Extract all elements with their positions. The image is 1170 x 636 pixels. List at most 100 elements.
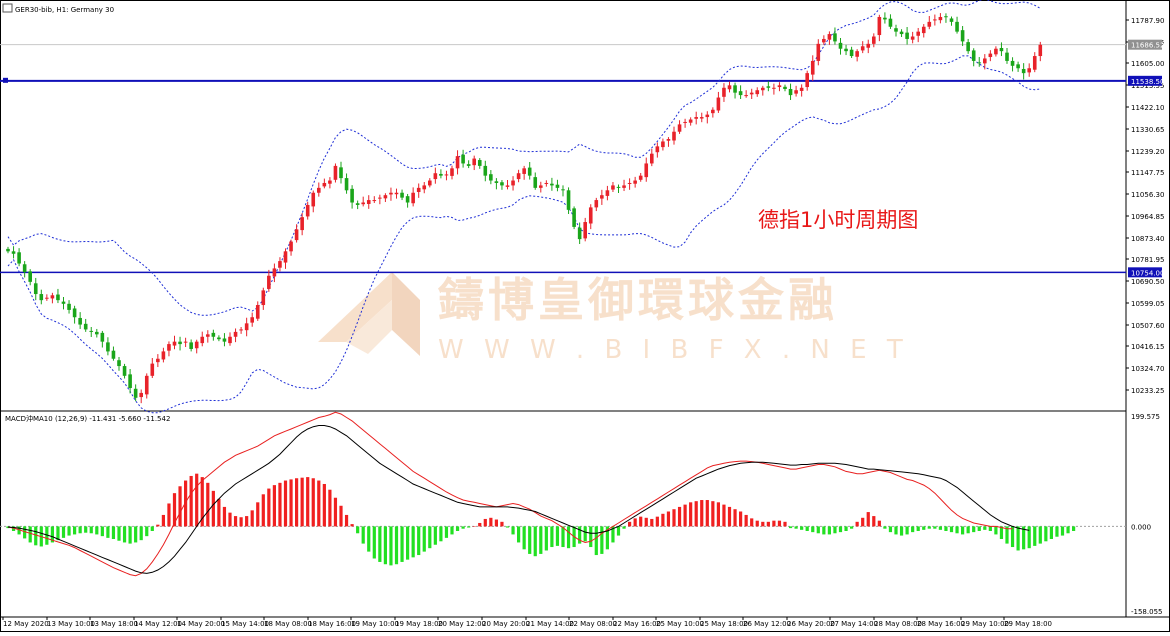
candle-body <box>605 190 610 196</box>
candle-body <box>727 85 732 90</box>
candle-body <box>1038 44 1043 57</box>
candle-body <box>89 330 94 332</box>
candle-body <box>577 227 582 240</box>
macd-bar <box>811 526 815 533</box>
macd-bar <box>478 522 482 527</box>
candle-body <box>672 131 676 141</box>
candle-body <box>278 261 282 268</box>
candle-body <box>650 153 654 164</box>
macd-bar <box>1038 526 1042 544</box>
macd-bar <box>306 477 310 527</box>
macd-bar <box>95 526 99 535</box>
macd-bar <box>289 479 293 527</box>
macd-bar <box>905 526 909 535</box>
candle-body <box>178 341 182 345</box>
macd-bar <box>616 526 621 536</box>
macd-bar <box>855 521 859 527</box>
macd-bar <box>927 526 931 529</box>
macd-bar <box>711 501 715 527</box>
candle-body <box>45 297 49 299</box>
candle-body <box>522 168 526 174</box>
candle-body <box>983 58 987 64</box>
macd-bar <box>233 516 238 527</box>
macd-bar <box>150 526 154 531</box>
candle-body <box>489 174 493 181</box>
hline-upper-handle[interactable] <box>3 77 8 83</box>
macd-bar <box>1027 526 1031 549</box>
macd-bar <box>1022 526 1026 550</box>
candle-body <box>561 189 565 191</box>
macd-bar <box>78 526 82 534</box>
candle-body <box>921 26 926 34</box>
candle-body <box>1032 56 1037 70</box>
macd-bar <box>705 500 709 527</box>
price-tick-label: 10781.95 <box>1131 256 1164 264</box>
macd-bar <box>117 526 121 541</box>
candle-body <box>766 86 771 88</box>
time-tick-label: 12 May 2020 <box>3 620 49 628</box>
price-tick-label: 11787.90 <box>1131 17 1164 25</box>
macd-bar <box>73 526 77 535</box>
candle-body <box>1005 52 1009 61</box>
candle-body <box>583 222 587 239</box>
time-tick-label: 14 May 12:00 <box>134 620 182 628</box>
candle-body <box>666 139 671 141</box>
time-tick-label: 29 May 18:00 <box>1004 620 1052 628</box>
macd-bar <box>611 526 615 543</box>
candle-body <box>883 17 887 20</box>
macd-bar <box>23 526 27 539</box>
hline-lower-price-box <box>1128 267 1162 278</box>
macd-bar <box>600 526 604 554</box>
macd-bar <box>911 526 915 533</box>
macd-bar <box>1072 526 1076 531</box>
candle-body <box>156 358 160 363</box>
macd-bar <box>128 526 132 544</box>
candle-body <box>450 168 454 176</box>
macd-bar <box>267 488 271 527</box>
macd-bar <box>84 526 88 533</box>
macd-bar <box>511 526 515 535</box>
candle-body <box>466 164 471 166</box>
candle-body <box>100 332 105 342</box>
macd-bar <box>11 526 16 531</box>
candle-body <box>366 200 371 204</box>
candle-body <box>494 181 499 183</box>
candle-body <box>1021 68 1026 74</box>
candle-body <box>344 178 349 191</box>
candle-body <box>328 180 332 184</box>
macd-bar <box>1010 526 1015 548</box>
macd-bar <box>283 480 288 527</box>
macd-bar <box>589 526 593 548</box>
macd-bar <box>822 526 826 535</box>
candle-body <box>594 200 599 208</box>
macd-bar <box>200 477 204 527</box>
candle-body <box>988 53 993 58</box>
macd-bar <box>28 526 32 543</box>
candle-body <box>799 87 804 91</box>
candle-body <box>716 97 721 111</box>
macd-bar <box>916 526 920 531</box>
candle-body <box>827 34 832 40</box>
candle-body <box>849 49 854 57</box>
macd-bar <box>750 518 754 527</box>
price-tick-label: 11056.30 <box>1131 191 1164 199</box>
macd-bar <box>844 526 848 531</box>
macd-bar <box>683 504 687 527</box>
candle-body <box>611 185 615 190</box>
macd-bar <box>483 518 487 527</box>
candle-body <box>405 196 410 203</box>
candle-body <box>95 331 99 335</box>
watermark-name: 鑄博皇御環球金融 <box>437 273 838 327</box>
candle-body <box>533 177 538 188</box>
macd-bar <box>295 478 299 527</box>
bollinger-upper <box>7 0 1041 316</box>
candle-body <box>461 154 465 164</box>
macd-bar <box>339 505 343 527</box>
candle-body <box>305 204 310 217</box>
candle-body <box>167 344 171 351</box>
macd-bar <box>689 502 693 527</box>
candle-body <box>6 248 10 252</box>
hline-upper-price-label: 11538.50 <box>1131 78 1164 86</box>
candle-body <box>339 167 343 179</box>
